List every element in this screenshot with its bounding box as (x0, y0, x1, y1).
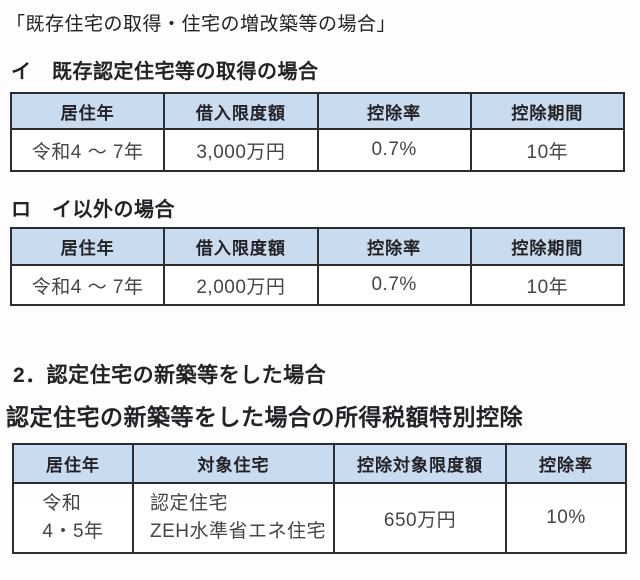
col-header-residence-year: 居住年 (9, 227, 166, 266)
document-title: 「既存住宅の取得・住宅の増改築等の場合」 (6, 14, 397, 35)
table-header-row: 居住年 借入限度額 控除率 控除期間 (9, 92, 626, 130)
table-row: 令和 4・5年 認定住宅 ZEH水準省エネ住宅 650万円 10% (12, 482, 627, 554)
cell-residence-year: 令和 4・5年 (12, 482, 134, 554)
col-header-residence-year: 居住年 (12, 443, 134, 484)
col-header-deduction-rate: 控除率 (316, 92, 472, 130)
table-header-row: 居住年 対象住宅 控除対象限度額 控除率 (12, 443, 627, 484)
col-header-deduction-rate: 控除率 (316, 227, 472, 266)
target-housing-lines: 認定住宅 ZEH水準省エネ住宅 (150, 490, 326, 546)
cell-deduction-target-limit: 650万円 (333, 482, 507, 554)
cell-deduction-rate: 0.7% (316, 128, 472, 172)
cell-loan-limit: 3,000万円 (163, 128, 319, 172)
section-i-heading: イ 既存認定住宅等の取得の場合 (11, 61, 319, 83)
col-header-loan-limit: 借入限度額 (163, 92, 319, 130)
table-row: 令和4 ～ 7年 2,000万円 0.7% 10年 (9, 264, 626, 306)
residence-year-line1: 令和 (42, 493, 82, 514)
col-header-deduction-rate: 控除率 (505, 443, 627, 484)
col-header-deduction-target-limit: 控除対象限度額 (333, 443, 507, 484)
cell-deduction-period: 10年 (469, 264, 626, 306)
cell-loan-limit: 2,000万円 (163, 264, 319, 306)
cell-residence-year: 令和4 ～ 7年 (9, 264, 166, 306)
col-header-target-housing: 対象住宅 (132, 443, 335, 484)
cell-deduction-rate: 10% (505, 482, 627, 554)
table-certified-new-housing: 居住年 対象住宅 控除対象限度額 控除率 令和 4・5年 認定住宅 ZEH水準省… (12, 443, 627, 554)
col-header-residence-year: 居住年 (9, 92, 166, 130)
residence-year-line2: 4・5年 (42, 521, 104, 542)
section-ro-heading: ロ イ以外の場合 (11, 199, 175, 221)
table-existing-certified-housing: 居住年 借入限度額 控除率 控除期間 令和4 ～ 7年 3,000万円 0.7%… (9, 92, 626, 172)
cell-deduction-period: 10年 (469, 128, 626, 172)
residence-year-lines: 令和 4・5年 (42, 490, 103, 546)
cell-residence-year: 令和4 ～ 7年 (9, 128, 166, 172)
section-2-subtitle: 認定住宅の新築等をした場合の所得税額特別控除 (6, 404, 523, 430)
table-other-than-i: 居住年 借入限度額 控除率 控除期間 令和4 ～ 7年 2,000万円 0.7%… (9, 227, 626, 306)
col-header-loan-limit: 借入限度額 (163, 227, 319, 266)
table-header-row: 居住年 借入限度額 控除率 控除期間 (9, 227, 626, 266)
section-2-heading: 2．認定住宅の新築等をした場合 (13, 364, 327, 387)
cell-deduction-rate: 0.7% (316, 264, 472, 306)
col-header-deduction-period: 控除期間 (469, 227, 626, 266)
col-header-deduction-period: 控除期間 (469, 92, 626, 130)
target-housing-line2: ZEH水準省エネ住宅 (149, 521, 326, 542)
table-row: 令和4 ～ 7年 3,000万円 0.7% 10年 (9, 128, 626, 172)
cell-target-housing: 認定住宅 ZEH水準省エネ住宅 (132, 482, 335, 554)
target-housing-line1: 認定住宅 (149, 493, 228, 514)
